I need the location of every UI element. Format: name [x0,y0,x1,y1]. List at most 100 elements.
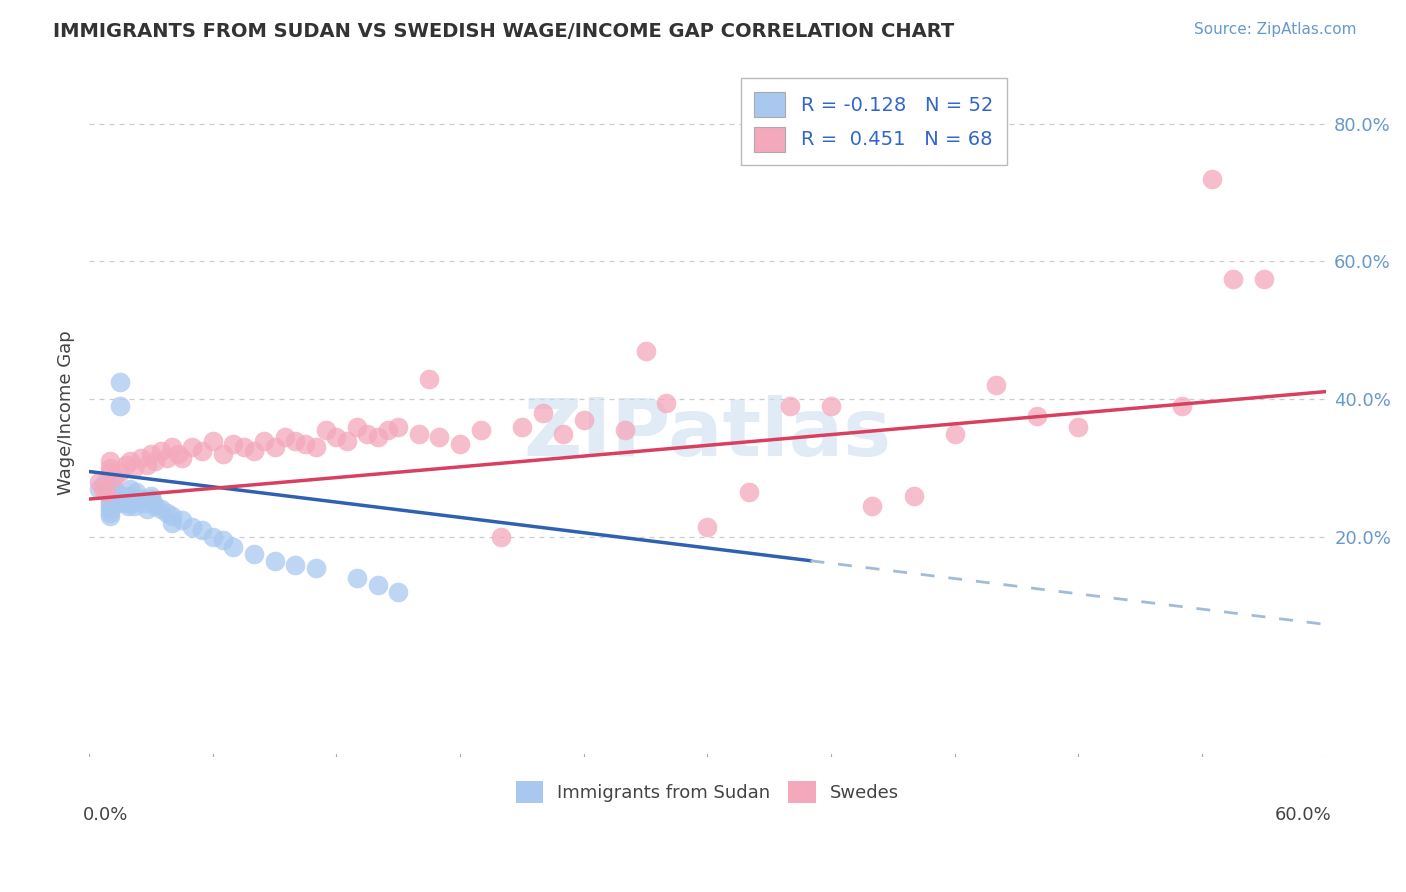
Point [553,426,575,441]
Point [117,499,139,513]
Point [150,502,173,516]
Point [112,491,135,506]
Point [387,419,409,434]
Point [274,430,297,444]
Point [1253,271,1275,285]
Point [820,399,842,413]
Point [139,489,162,503]
Point [696,519,718,533]
Point [860,499,883,513]
Point [108,375,131,389]
Point [387,585,409,599]
Point [89,482,111,496]
Point [170,450,193,465]
Point [634,343,657,358]
Point [1067,419,1090,434]
Point [103,471,125,485]
Point [135,502,157,516]
Point [367,578,389,592]
Point [191,523,214,537]
Point [93,478,115,492]
Point [124,461,146,475]
Text: IMMIGRANTS FROM SUDAN VS SWEDISH WAGE/INCOME GAP CORRELATION CHART: IMMIGRANTS FROM SUDAN VS SWEDISH WAGE/IN… [53,22,955,41]
Point [222,437,245,451]
Point [170,513,193,527]
Point [212,447,235,461]
Point [111,489,134,503]
Point [984,378,1007,392]
Point [139,447,162,461]
Point [160,509,183,524]
Point [98,499,121,513]
Point [94,485,117,500]
Point [98,502,121,516]
Text: 0.0%: 0.0% [83,805,128,823]
Point [1222,271,1244,285]
Point [284,558,307,572]
Text: Source: ZipAtlas.com: Source: ZipAtlas.com [1194,22,1357,37]
Point [336,434,359,448]
Point [120,454,142,468]
Point [108,465,131,479]
Point [129,450,152,465]
Point [98,506,121,520]
Point [94,475,117,489]
Point [150,443,173,458]
Point [212,533,235,548]
Point [98,509,121,524]
Point [115,458,138,472]
Point [305,561,328,575]
Point [93,482,115,496]
Point [243,443,266,458]
Point [142,495,165,509]
Point [943,426,966,441]
Point [263,554,285,568]
Point [253,434,276,448]
Point [243,547,266,561]
Point [107,495,129,509]
Point [120,489,142,503]
Point [232,441,254,455]
Point [134,495,156,509]
Point [103,485,125,500]
Point [201,434,224,448]
Legend: Immigrants from Sudan, Swedes: Immigrants from Sudan, Swedes [509,774,907,810]
Point [181,519,204,533]
Point [655,395,678,409]
Point [115,495,138,509]
Point [156,450,179,465]
Point [779,399,801,413]
Point [325,430,347,444]
Point [143,454,166,468]
Point [98,491,121,506]
Point [125,485,148,500]
Text: 60.0%: 60.0% [1275,805,1331,823]
Point [139,491,162,506]
Point [120,482,142,496]
Point [367,430,389,444]
Point [181,441,204,455]
Point [408,426,430,441]
Point [98,482,121,496]
Point [89,475,111,489]
Point [737,485,759,500]
Point [903,489,925,503]
Point [315,423,337,437]
Point [294,437,316,451]
Point [222,541,245,555]
Point [1201,171,1223,186]
Point [103,482,125,496]
Point [201,530,224,544]
Point [160,441,183,455]
Point [449,437,471,451]
Point [531,406,554,420]
Point [124,499,146,513]
Point [418,371,440,385]
Point [491,530,513,544]
Y-axis label: Wage/Income Gap: Wage/Income Gap [58,331,75,495]
Point [572,413,595,427]
Point [346,571,368,585]
Point [129,491,152,506]
Point [104,489,127,503]
Point [614,423,637,437]
